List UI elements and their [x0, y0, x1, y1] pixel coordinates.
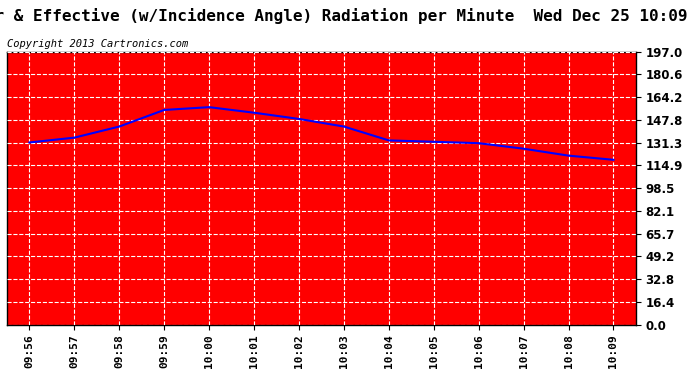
Bar: [366, 99, 411, 325]
Bar: [187, 53, 232, 325]
Title: Solar & Effective (w/Incidence Angle) Radiation per Minute  Wed Dec 25 10:09: Solar & Effective (w/Incidence Angle) Ra…: [0, 8, 687, 24]
Text: Copyright 2013 Cartronics.com: Copyright 2013 Cartronics.com: [7, 39, 188, 49]
Bar: [277, 82, 322, 325]
Bar: [52, 85, 97, 325]
Bar: [7, 96, 52, 325]
Bar: [141, 53, 187, 325]
Bar: [456, 106, 501, 325]
Bar: [546, 114, 591, 325]
Bar: [232, 71, 277, 325]
Bar: [411, 96, 456, 325]
Bar: [322, 86, 366, 325]
Bar: [591, 118, 636, 325]
Bar: [501, 114, 546, 325]
Bar: [97, 71, 141, 325]
